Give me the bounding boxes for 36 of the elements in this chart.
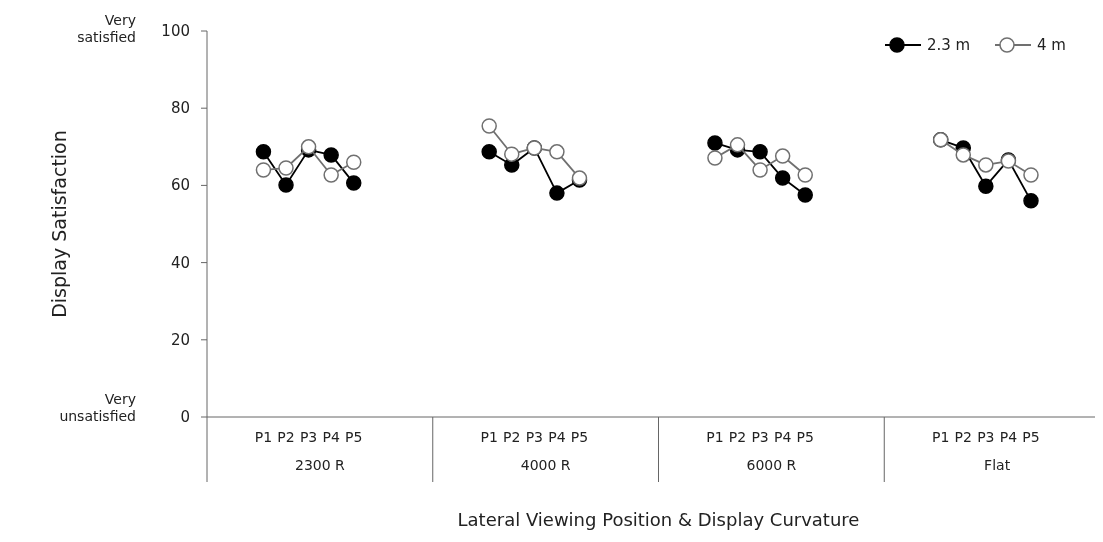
- y-axis-title: Display Satisfaction: [48, 130, 70, 318]
- x-tick-label: P3: [977, 429, 995, 445]
- x-tick-label: P5: [345, 429, 363, 445]
- x-tick-label: P2: [954, 429, 972, 445]
- x-tick-label: P3: [299, 429, 318, 445]
- x-tick-label: P3: [525, 429, 544, 445]
- x-tick-label: P2: [503, 429, 521, 445]
- text: Very unsatisfied: [59, 391, 136, 424]
- x-tick-label: P4: [999, 429, 1018, 445]
- x-tick-label: P4: [773, 429, 792, 445]
- x-tick-label: P5: [1022, 429, 1040, 445]
- x-tick-label: P1: [480, 429, 498, 445]
- x-tick-label: P4: [322, 429, 340, 445]
- x-tick-label: P5: [570, 429, 589, 445]
- text: Flat: [984, 457, 1011, 473]
- text: 6000 R: [746, 457, 797, 473]
- x-tick-label: P4: [548, 429, 566, 445]
- text: Very satisfied: [77, 12, 136, 45]
- x-tick-label: P2: [277, 429, 295, 445]
- legend-label: 4 m: [1037, 36, 1066, 54]
- y-tick-label: 40: [170, 253, 190, 272]
- y-tick-label: 100: [161, 22, 190, 40]
- x-tick-label: P1: [706, 429, 724, 445]
- x-tick-label: P5: [796, 429, 814, 445]
- text: 4000 R: [520, 457, 571, 473]
- x-tick-label: P2: [728, 429, 747, 445]
- legend-label: 2.3 m: [927, 36, 971, 54]
- y-tick-label: 60: [170, 176, 190, 195]
- y-tick-label: 80: [170, 99, 190, 118]
- text: 2300 R: [294, 457, 346, 473]
- x-tick-label: P1: [932, 429, 950, 445]
- x-axis-title: Lateral Viewing Position & Display Curvature: [457, 509, 860, 530]
- y-tick-label: 20: [170, 330, 190, 349]
- y-tick-label: 0: [180, 408, 190, 426]
- x-tick-label: P3: [751, 429, 769, 445]
- x-tick-label: P1: [254, 429, 273, 445]
